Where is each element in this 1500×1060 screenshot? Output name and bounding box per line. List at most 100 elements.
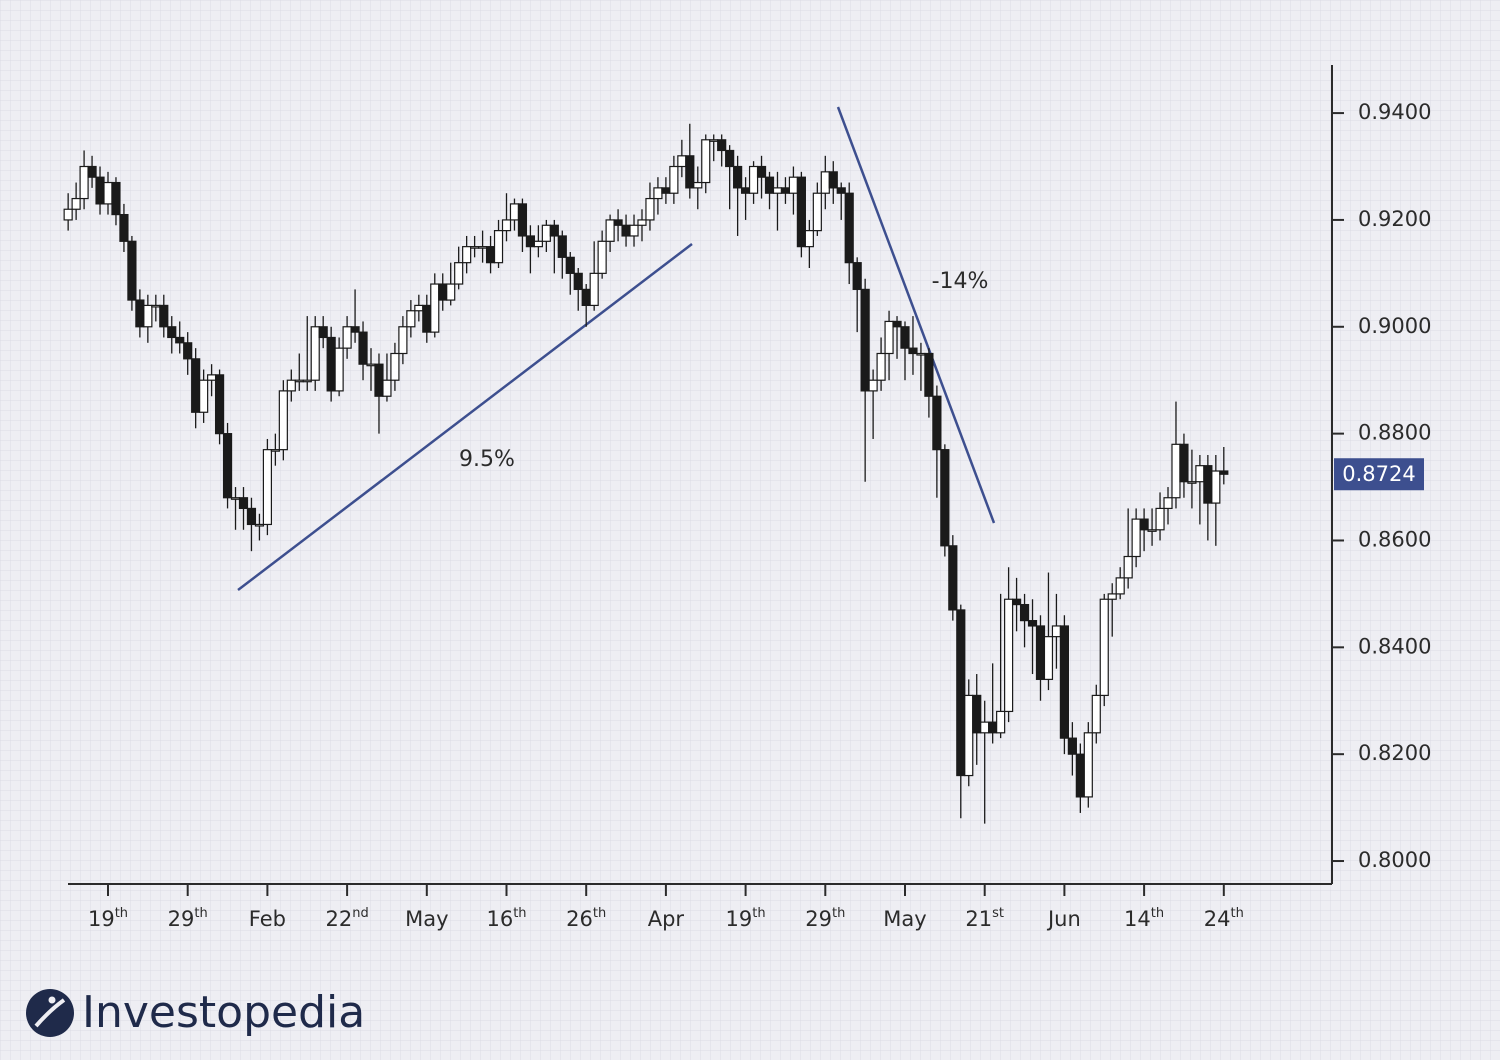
candle-body [661, 187, 671, 194]
x-tick-label: Apr [648, 907, 685, 931]
candle-body [1139, 518, 1149, 531]
candle-body [1027, 620, 1038, 627]
candle-body [199, 379, 209, 413]
x-tick-label: 26th [566, 906, 606, 932]
candle-body [167, 326, 177, 339]
last-price-label: 0.8724 [1342, 462, 1415, 486]
candle-body [629, 224, 639, 237]
y-tick-label: 0.9000 [1358, 314, 1431, 338]
candle-body [454, 262, 464, 285]
downtrend-line [836, 106, 996, 524]
x-tick-label: 29th [805, 906, 845, 932]
candle-body [525, 235, 536, 248]
logo-dot [48, 996, 56, 1004]
x-tick-label: 24th [1204, 906, 1244, 932]
candle-body [589, 272, 599, 307]
candle-body [740, 187, 751, 194]
candle-body [677, 155, 687, 168]
candle-body [246, 507, 257, 526]
candle-body [1219, 470, 1229, 475]
x-tick-label: 16th [486, 906, 526, 932]
candle-body [286, 379, 296, 392]
candle-body [1203, 465, 1213, 504]
candle-body [135, 299, 145, 328]
candle-body [366, 363, 376, 367]
candle-body [733, 165, 743, 189]
candle-body [262, 449, 272, 526]
candle-body [533, 240, 543, 248]
candle-body [159, 304, 169, 328]
candle-body [414, 304, 424, 312]
candle-body [796, 176, 806, 248]
candle-body [1019, 603, 1030, 622]
candle-body [1147, 529, 1157, 532]
candle-body [326, 336, 336, 392]
candle-body [549, 224, 559, 237]
candle-body [756, 165, 767, 178]
candle-body [653, 187, 663, 200]
candle-body [884, 320, 894, 355]
candle-body [406, 310, 416, 328]
candle-body [996, 710, 1006, 734]
candle-body [748, 165, 759, 194]
candle-body [1171, 443, 1181, 499]
candle-body [310, 326, 320, 381]
candle-body [493, 230, 504, 264]
x-tick-label: 22nd [325, 906, 368, 932]
candle-body [908, 347, 918, 355]
candle-body [1187, 481, 1197, 484]
candle-body [87, 165, 97, 178]
candle-body [103, 181, 113, 205]
annotation: 9.5% [459, 447, 515, 472]
candle-body [1107, 593, 1117, 600]
candle-body [390, 352, 400, 381]
x-tick-label: 19th [726, 906, 766, 932]
candle-body [573, 272, 583, 290]
last-price-box [1334, 458, 1424, 491]
y-tick-label: 0.8400 [1358, 634, 1431, 658]
candle-body [382, 379, 392, 397]
candle-body [916, 352, 926, 356]
candle-body [940, 449, 950, 547]
candle-body [1091, 694, 1101, 734]
candle-body [1131, 518, 1141, 558]
candle-body [557, 235, 567, 258]
y-tick-label: 0.9400 [1358, 100, 1431, 124]
candle-body [988, 721, 998, 734]
candle-body [302, 379, 312, 383]
candle-body [685, 155, 695, 189]
candle-body [318, 326, 328, 339]
x-tick-label: 29th [168, 906, 208, 932]
candle-body [1179, 443, 1189, 483]
y-tick-label: 0.8800 [1358, 421, 1431, 445]
candle-body [294, 379, 304, 383]
candle-body [597, 240, 607, 274]
candle-body [191, 358, 201, 413]
candle-body [637, 219, 647, 226]
candle-body [709, 139, 719, 142]
x-tick-label: 21st [965, 906, 1004, 932]
candle-body [924, 352, 934, 397]
candle-body [876, 352, 886, 381]
candle-body [175, 336, 185, 344]
candle-body [717, 139, 727, 152]
candle-body [430, 283, 440, 333]
candle-body [485, 246, 496, 264]
candle-body [900, 326, 910, 349]
candle-body [183, 342, 193, 360]
candle-body [892, 320, 902, 328]
x-tick-label: May [405, 907, 448, 931]
candle-body [964, 694, 974, 777]
candle-body [860, 288, 870, 392]
candle-body [1051, 625, 1062, 638]
candle-body [844, 192, 854, 264]
candle-body [254, 523, 265, 527]
candle-body [501, 219, 512, 232]
candle-body [222, 433, 233, 499]
y-tick-label: 0.8600 [1358, 527, 1431, 551]
candle-body [214, 374, 225, 435]
candle-body [342, 326, 352, 349]
candle-body [422, 304, 432, 333]
candle-body [63, 208, 73, 221]
